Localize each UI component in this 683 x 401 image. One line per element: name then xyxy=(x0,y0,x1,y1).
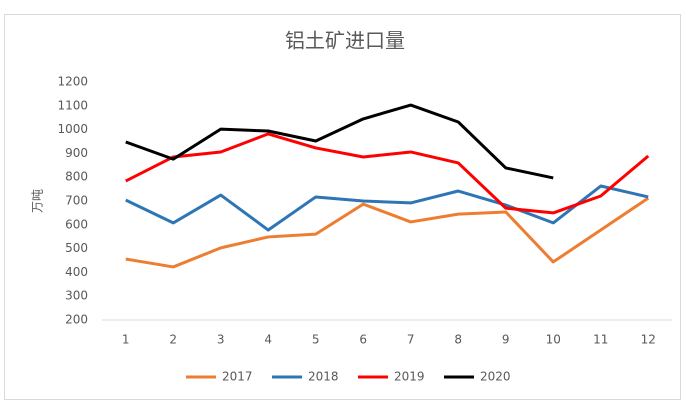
chart-frame xyxy=(4,14,681,400)
y-tick-label: 800 xyxy=(65,170,88,184)
series-line xyxy=(125,184,649,232)
y-tick-label: 600 xyxy=(65,217,88,231)
y-axis-label: 万吨 xyxy=(31,189,45,213)
y-tick-label: 500 xyxy=(65,241,88,255)
legend-label: 2018 xyxy=(308,370,339,384)
x-tick-label: 1 xyxy=(122,333,130,347)
x-tick-label: 8 xyxy=(454,333,462,347)
x-tick-label: 5 xyxy=(312,333,320,347)
legend-label: 2017 xyxy=(222,370,253,384)
x-tick-label: 4 xyxy=(264,333,272,347)
series-line xyxy=(125,132,650,215)
legend-label: 2020 xyxy=(480,370,511,384)
x-tick-label: 2 xyxy=(169,333,177,347)
x-tick-label: 7 xyxy=(407,333,415,347)
x-tick-label: 9 xyxy=(502,333,510,347)
y-tick-label: 900 xyxy=(65,146,88,160)
series-line xyxy=(125,196,650,269)
y-tick-label: 400 xyxy=(65,265,88,279)
legend-label: 2019 xyxy=(394,370,425,384)
y-tick-label: 1100 xyxy=(57,98,88,112)
y-tick-label: 1000 xyxy=(57,122,88,136)
x-tick-label: 10 xyxy=(546,333,561,347)
y-tick-label: 1200 xyxy=(57,75,88,89)
y-tick-label: 200 xyxy=(65,313,88,327)
chart-title: 铝土矿进口量 xyxy=(285,29,405,53)
x-tick-label: 6 xyxy=(359,333,367,347)
series-line xyxy=(125,103,554,180)
x-tick-label: 12 xyxy=(641,333,656,347)
y-tick-label: 300 xyxy=(65,289,88,303)
y-tick-label: 700 xyxy=(65,194,88,208)
x-tick-label: 3 xyxy=(217,333,225,347)
x-tick-label: 11 xyxy=(593,333,608,347)
